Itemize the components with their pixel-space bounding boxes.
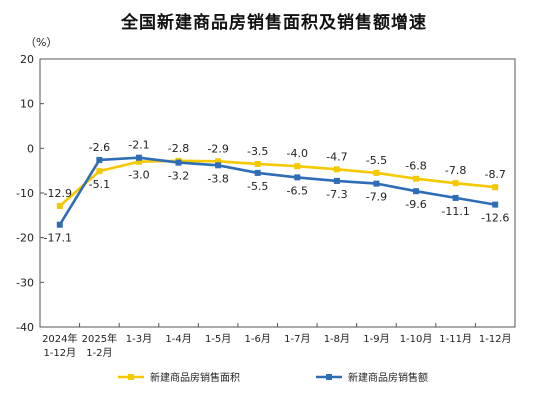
data-point-sales: [294, 174, 301, 181]
data-label-sales: -9.6: [405, 198, 426, 211]
data-point-area: [452, 180, 459, 187]
data-label-area: -4.0: [287, 147, 308, 160]
y-tick-label: 20: [20, 53, 34, 66]
data-point-sales: [56, 221, 63, 228]
data-point-area: [56, 202, 63, 209]
legend-area-marker: [128, 374, 134, 380]
x-tick-label: 1-8月: [324, 333, 350, 345]
data-point-sales: [254, 169, 261, 176]
data-label-area: -3.5: [247, 145, 268, 158]
data-label-area: -3.0: [128, 169, 149, 182]
data-label-area: -8.7: [484, 168, 505, 181]
y-tick-label: 0: [27, 142, 34, 155]
x-tick-label: 2025年: [82, 332, 117, 345]
y-tick-label: -30: [16, 276, 34, 289]
data-label-sales: -2.6: [89, 141, 110, 154]
y-tick-label: -40: [16, 321, 34, 334]
x-tick-label: 1-7月: [284, 333, 310, 345]
data-label-area: -6.8: [405, 160, 426, 173]
data-label-area: -12.9: [44, 187, 72, 200]
y-tick-label: -10: [16, 187, 34, 200]
data-point-area: [254, 160, 261, 167]
plot-frame: [39, 58, 516, 328]
legend-sales-marker: [326, 374, 332, 380]
data-point-sales: [373, 180, 380, 187]
data-label-area: -5.5: [366, 154, 387, 167]
y-axis-label: （%）: [25, 36, 57, 49]
data-label-sales: -2.1: [128, 139, 149, 152]
x-tick-label: 1-4月: [165, 333, 191, 345]
data-point-sales: [96, 156, 103, 163]
data-label-sales: -11.1: [441, 205, 469, 218]
data-label-sales: -7.9: [366, 191, 387, 204]
data-point-area: [413, 175, 420, 182]
legend-sales-label: 新建商品房销售额: [348, 371, 428, 384]
series-line-sales: [58, 156, 496, 226]
data-label-area: -4.7: [326, 150, 347, 163]
data-point-sales: [492, 201, 499, 208]
data-label-area: -2.9: [207, 142, 228, 155]
data-point-area: [215, 158, 222, 165]
x-tick-label: 1-11月: [439, 333, 472, 345]
chart-title: 全国新建商品房销售面积及销售额增速: [121, 13, 427, 33]
data-point-area: [294, 163, 301, 170]
data-point-area: [333, 166, 340, 173]
data-point-area: [96, 168, 103, 175]
x-tick-label: 1-9月: [363, 333, 389, 345]
legend-area-label: 新建商品房销售面积: [150, 371, 240, 384]
y-tick-label: 10: [20, 98, 34, 111]
x-tick-label: 2024年: [42, 332, 77, 345]
x-tick-label: 1-5月: [205, 333, 231, 345]
data-point-sales: [175, 159, 182, 166]
x-tick-label: 1-10月: [400, 333, 433, 345]
x-tick-label: 1-6月: [245, 333, 271, 345]
data-label-area: -7.8: [445, 164, 466, 177]
data-label-area: -5.1: [89, 178, 110, 191]
data-label-sales: -3.8: [207, 172, 228, 185]
data-label-sales: -6.5: [287, 184, 308, 197]
x-tick-label: 1-12月: [479, 333, 512, 345]
data-label-sales: -3.2: [168, 170, 189, 183]
x-tick-label: 1-12月: [43, 347, 76, 359]
data-point-sales: [452, 194, 459, 201]
data-point-sales: [333, 177, 340, 184]
data-point-area: [373, 169, 380, 176]
series-line-area: [58, 159, 496, 207]
x-tick-label: 1-2月: [86, 347, 112, 359]
data-label-area: -2.8: [168, 142, 189, 155]
data-point-sales: [413, 188, 420, 195]
data-label-sales: -17.1: [44, 232, 72, 245]
data-point-area: [135, 158, 142, 165]
data-point-sales: [135, 154, 142, 161]
data-label-sales: -7.3: [326, 188, 347, 201]
y-tick-label: -20: [16, 232, 34, 245]
data-label-sales: -12.6: [481, 212, 509, 225]
x-tick-label: 1-3月: [126, 333, 152, 345]
data-point-sales: [215, 162, 222, 169]
data-point-area: [492, 184, 499, 191]
data-label-sales: -5.5: [247, 180, 268, 193]
